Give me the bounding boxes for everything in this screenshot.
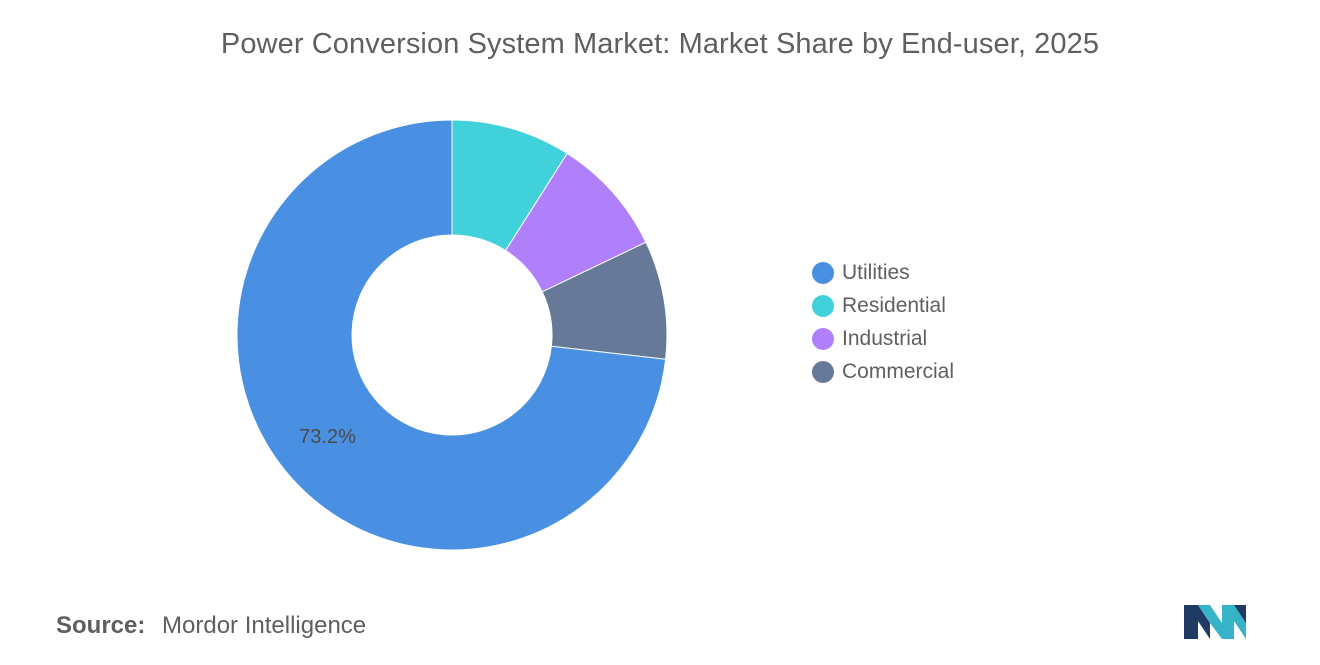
legend-label: Residential: [842, 293, 946, 317]
source-value: Mordor Intelligence: [162, 612, 367, 639]
legend-label: Utilities: [842, 260, 910, 284]
legend-item-commercial: Commercial: [812, 355, 954, 388]
legend-item-industrial: Industrial: [812, 322, 954, 355]
chart-title: Power Conversion System Market: Market S…: [220, 28, 1100, 60]
chart-legend: Utilities Residential Industrial Commercial: [812, 256, 954, 388]
legend-swatch-icon: [812, 294, 834, 317]
data-label-utilities: 73.2%: [299, 426, 356, 448]
legend-item-residential: Residential: [812, 289, 954, 322]
slice-utilities: [236, 119, 667, 551]
legend-swatch-icon: [812, 327, 834, 350]
legend-swatch-icon: [812, 261, 834, 284]
legend-label: Commercial: [842, 359, 955, 383]
legend-swatch-icon: [812, 360, 834, 383]
legend-item-utilities: Utilities: [812, 256, 954, 289]
legend-label: Industrial: [842, 326, 928, 350]
source-label: Source:: [56, 612, 146, 639]
source-note: Source: Mordor Intelligence: [56, 612, 366, 640]
mordor-intelligence-logo-icon: [1184, 605, 1246, 639]
